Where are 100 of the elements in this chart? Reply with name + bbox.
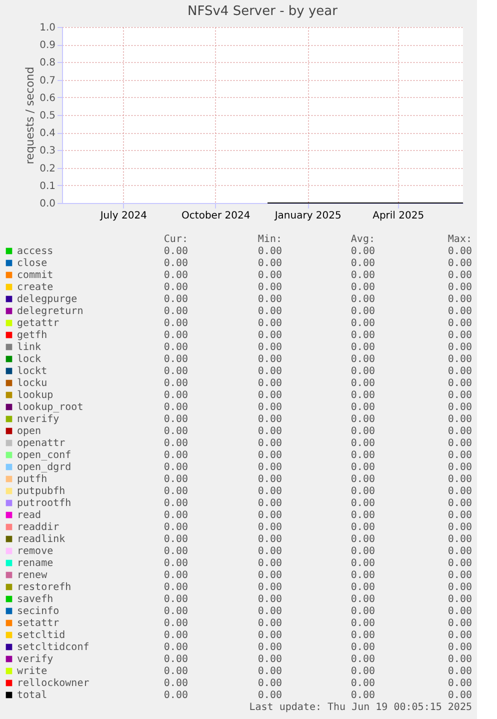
text: 0.00 xyxy=(164,690,188,701)
text: 0.00 xyxy=(448,642,472,653)
legend-label: read xyxy=(17,510,42,521)
text: 0.00 xyxy=(164,306,188,317)
text: 0.00 xyxy=(350,462,375,473)
text: 0.00 xyxy=(258,318,282,329)
legend-label: readlink xyxy=(17,534,66,545)
legend-label: lock xyxy=(17,354,42,365)
legend-label: close xyxy=(17,258,48,269)
legend-label: access xyxy=(17,246,54,257)
text: 0.00 xyxy=(448,462,472,473)
text: 0.00 xyxy=(448,270,472,281)
y-tick-label: 0.4 xyxy=(40,128,56,140)
text: 0.00 xyxy=(448,474,472,485)
text: 0.00 xyxy=(350,246,375,257)
legend-label: locku xyxy=(17,378,48,389)
legend-label: lockt xyxy=(17,366,48,377)
text: 0.00 xyxy=(258,642,282,653)
text: 0.00 xyxy=(350,606,375,617)
text: 0.00 xyxy=(448,426,472,437)
text: 0.00 xyxy=(350,474,375,485)
text: 0.00 xyxy=(258,258,282,269)
text: 0.00 xyxy=(258,666,282,677)
text: 0.00 xyxy=(164,606,188,617)
text: 0.00 xyxy=(258,294,282,305)
text: 0.00 xyxy=(350,546,375,557)
text: 0.00 xyxy=(258,690,282,701)
text: 0.00 xyxy=(350,582,375,593)
text: 0.00 xyxy=(164,522,188,533)
text: 0.00 xyxy=(258,330,282,341)
text: 0.00 xyxy=(448,570,472,581)
text: 0.00 xyxy=(350,570,375,581)
legend-label: getattr xyxy=(17,318,60,329)
text: 0.00 xyxy=(164,654,188,665)
text: 0.00 xyxy=(448,618,472,629)
text: 0.00 xyxy=(350,594,375,605)
legend-label: lookup xyxy=(17,390,54,401)
text: 0.00 xyxy=(448,654,472,665)
text: 0.00 xyxy=(350,270,375,281)
text: 0.00 xyxy=(258,630,282,641)
text: 0.00 xyxy=(448,630,472,641)
text: 0.00 xyxy=(448,354,472,365)
x-tick-label: October 2024 xyxy=(182,210,250,222)
y-axis-title: requests / second xyxy=(24,66,37,164)
text: 0.00 xyxy=(350,558,375,569)
legend-label: openattr xyxy=(17,438,66,449)
legend-label: putrootfh xyxy=(17,498,72,509)
text: 0.00 xyxy=(164,546,188,557)
text: Last update: Thu Jun 19 00:05:15 2025 xyxy=(249,702,472,713)
text: 0.00 xyxy=(258,606,282,617)
text: 0.00 xyxy=(164,450,188,461)
text: 0.00 xyxy=(164,270,188,281)
chart-title: NFSv4 Server - by year xyxy=(188,4,338,19)
text: 0.00 xyxy=(448,330,472,341)
text: 0.00 xyxy=(350,354,375,365)
text: 0.00 xyxy=(350,486,375,497)
text: 0.00 xyxy=(164,534,188,545)
text: 0.00 xyxy=(258,570,282,581)
text: 0.00 xyxy=(350,438,375,449)
text: 0.00 xyxy=(350,366,375,377)
text: 0.00 xyxy=(350,690,375,701)
legend-label: putpubfh xyxy=(17,486,66,497)
text: 0.00 xyxy=(258,474,282,485)
y-tick-label: 0.2 xyxy=(40,163,56,174)
text: 0.00 xyxy=(350,378,375,389)
text: 0.00 xyxy=(448,486,472,497)
text: 0.00 xyxy=(448,546,472,557)
legend-label: delegreturn xyxy=(17,306,84,317)
text: 0.00 xyxy=(350,318,375,329)
y-tick-label: 0.0 xyxy=(40,198,56,210)
text: 0.00 xyxy=(448,258,472,269)
text: 0.00 xyxy=(350,534,375,545)
text: 0.00 xyxy=(448,318,472,329)
legend-label: readdir xyxy=(17,522,60,533)
text: 0.00 xyxy=(448,558,472,569)
text: 0.00 xyxy=(448,306,472,317)
text: 0.00 xyxy=(258,342,282,353)
legend-label: renew xyxy=(17,570,48,581)
text: 0.00 xyxy=(350,258,375,269)
text: 0.00 xyxy=(448,498,472,509)
legend-label: restorefh xyxy=(17,582,72,593)
text: Avg: xyxy=(350,234,375,245)
text: 0.00 xyxy=(350,330,375,341)
legend-label: lookup_root xyxy=(17,402,84,413)
text: 0.00 xyxy=(350,342,375,353)
legend-label: open_dgrd xyxy=(17,462,72,473)
y-tick-label: 0.3 xyxy=(40,146,56,157)
text: 0.00 xyxy=(448,690,472,701)
text: 0.00 xyxy=(448,294,472,305)
text: 0.00 xyxy=(164,282,188,293)
text: 0.00 xyxy=(258,414,282,425)
text: 0.00 xyxy=(258,366,282,377)
text: 0.00 xyxy=(164,570,188,581)
text: 0.00 xyxy=(258,618,282,629)
text: 0.00 xyxy=(448,390,472,401)
legend-label: secinfo xyxy=(17,606,60,617)
text: 0.00 xyxy=(448,534,472,545)
y-tick-label: 1.0 xyxy=(40,22,56,34)
text: 0.00 xyxy=(350,426,375,437)
y-tick-label: 0.8 xyxy=(40,58,56,69)
